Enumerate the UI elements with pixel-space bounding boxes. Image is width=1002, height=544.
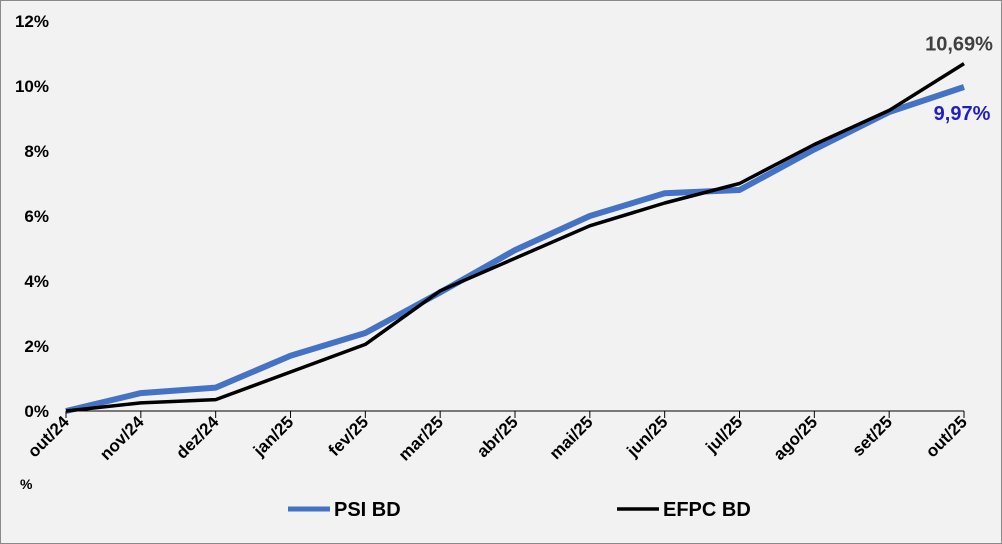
stray-tick-text: %: [20, 476, 33, 492]
x-tick-label: jan/25: [249, 412, 297, 460]
y-tick-label: 6%: [24, 207, 49, 226]
x-tick-label: abr/25: [473, 412, 522, 461]
x-axis-ticks: [65, 411, 965, 418]
y-tick-label: 2%: [24, 337, 49, 356]
psi-end-label: 9,97%: [934, 103, 991, 125]
x-tick-label: out/25: [922, 412, 971, 461]
y-tick-label: 8%: [24, 142, 49, 161]
x-tick-label: fev/25: [325, 412, 373, 460]
x-tick-label: jul/25: [701, 412, 746, 457]
x-axis-labels: out/24 nov/24 dez/24 jan/25 fev/25 mar/25 abr/…: [24, 412, 971, 465]
series-line-efpc: [65, 62, 965, 413]
x-tick-label: nov/24: [96, 412, 148, 464]
series-line-psi: [65, 84, 965, 414]
x-tick-label: jun/25: [623, 412, 672, 461]
x-tick-label: dez/24: [172, 412, 223, 463]
x-tick-label: mar/25: [395, 412, 447, 464]
y-tick-label: 0%: [24, 402, 49, 421]
x-tick-label: set/25: [848, 412, 896, 460]
efpc-end-label: 10,69%: [925, 34, 993, 56]
series-end-labels: 10,69% 9,97%: [925, 34, 993, 125]
axes: 0%2%4%6%8%10%12% out/24 nov/24 dez/24 jan/2…: [15, 12, 971, 465]
y-tick-label: 12%: [15, 12, 49, 31]
y-axis-labels: 0% 2% 4% 6% 8% 10% 12%: [15, 12, 49, 421]
series-layer: [65, 62, 965, 414]
legend: PSI BD EFPC BD: [288, 499, 751, 521]
legend-label-psi: PSI BD: [334, 499, 401, 521]
x-tick-label: mai/25: [546, 412, 597, 463]
legend-label-efpc: EFPC BD: [663, 499, 751, 521]
x-tick-label: ago/25: [770, 412, 822, 464]
y-tick-label: 10%: [15, 77, 49, 96]
y-tick-label: 4%: [24, 272, 49, 291]
